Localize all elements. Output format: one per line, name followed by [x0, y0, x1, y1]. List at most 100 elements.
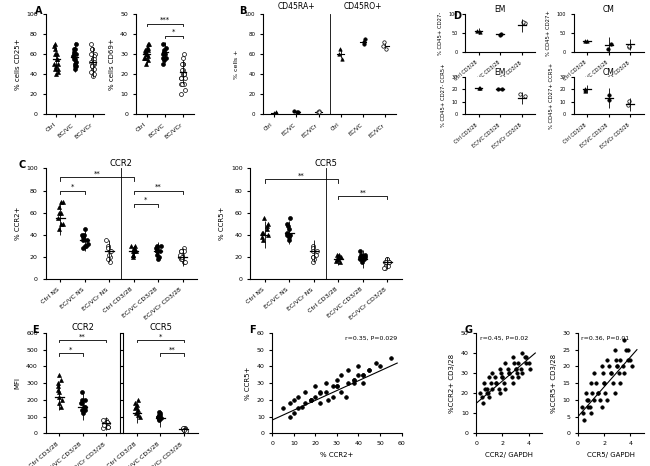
Point [483, 390, 493, 397]
Text: D: D [453, 11, 461, 21]
Point [578, 410, 588, 417]
Point [283, 222, 293, 230]
Point [89, 66, 99, 73]
Y-axis label: MFI: MFI [14, 377, 21, 389]
Point [52, 55, 62, 63]
Point [79, 396, 90, 404]
Point [86, 62, 97, 70]
Point [139, 47, 150, 54]
Point [53, 66, 63, 73]
Point [89, 50, 99, 58]
Point [53, 69, 64, 76]
Point [103, 423, 113, 431]
Point [153, 413, 163, 420]
Point [307, 259, 318, 266]
Point [519, 92, 530, 100]
Text: r=0.45, P=0.02: r=0.45, P=0.02 [480, 336, 528, 341]
Title: CM: CM [603, 5, 614, 14]
Point [611, 356, 621, 363]
Point [177, 425, 188, 432]
Point [70, 50, 81, 58]
Point [177, 425, 188, 433]
Title: CCR2: CCR2 [110, 158, 133, 168]
Point [476, 393, 487, 401]
Point [143, 56, 153, 64]
Text: *: * [70, 347, 73, 353]
Point [621, 346, 632, 353]
Point [53, 393, 64, 400]
Point [152, 247, 162, 255]
Point [335, 45, 345, 53]
Text: A: A [35, 6, 42, 16]
Point [493, 86, 503, 93]
Point [151, 244, 162, 252]
Point [179, 70, 189, 78]
Point [80, 406, 90, 414]
Point [155, 410, 165, 417]
Title: CM: CM [603, 68, 614, 76]
Point [349, 376, 359, 384]
Y-axis label: % cells CD25+: % cells CD25+ [15, 39, 21, 90]
Point [54, 371, 64, 378]
Point [358, 371, 368, 378]
Point [129, 247, 139, 255]
Point [130, 404, 140, 412]
Point [491, 379, 501, 387]
Point [99, 419, 110, 427]
Point [140, 55, 150, 62]
Point [521, 353, 531, 361]
Point [179, 247, 190, 255]
Point [341, 393, 351, 400]
Point [257, 229, 268, 236]
Point [619, 370, 629, 377]
Point [355, 255, 365, 263]
Text: C: C [18, 159, 25, 170]
Point [176, 90, 187, 98]
Point [179, 425, 189, 432]
Point [364, 366, 374, 373]
Point [623, 43, 634, 51]
Point [55, 203, 65, 211]
Point [358, 371, 368, 378]
Point [81, 242, 92, 249]
Point [127, 251, 138, 258]
Point [77, 396, 87, 404]
Point [297, 403, 307, 411]
Point [86, 45, 97, 53]
Point [83, 240, 93, 247]
Point [588, 370, 599, 377]
Point [77, 231, 88, 239]
Point [381, 262, 391, 269]
Point [132, 401, 142, 409]
Point [177, 67, 187, 74]
Point [284, 237, 294, 244]
Point [176, 75, 187, 82]
Point [311, 251, 321, 258]
Point [474, 84, 485, 91]
Point [259, 214, 269, 222]
Point [141, 44, 151, 52]
Point [101, 421, 111, 429]
Point [70, 62, 81, 70]
Point [178, 70, 188, 78]
Point [278, 404, 288, 412]
Point [332, 376, 342, 384]
Point [50, 66, 60, 73]
Point [475, 28, 486, 35]
Point [179, 259, 190, 266]
Point [510, 365, 521, 373]
Point [139, 55, 150, 62]
Point [53, 209, 64, 216]
Point [153, 413, 163, 420]
Point [88, 58, 99, 66]
Point [314, 108, 324, 116]
Point [508, 379, 518, 387]
Point [604, 363, 615, 370]
Point [177, 81, 188, 88]
Point [142, 53, 153, 60]
Text: r=0.35, P=0.029: r=0.35, P=0.029 [345, 336, 398, 341]
Point [328, 383, 338, 390]
Point [353, 371, 363, 378]
Point [141, 50, 151, 58]
Point [105, 259, 116, 266]
